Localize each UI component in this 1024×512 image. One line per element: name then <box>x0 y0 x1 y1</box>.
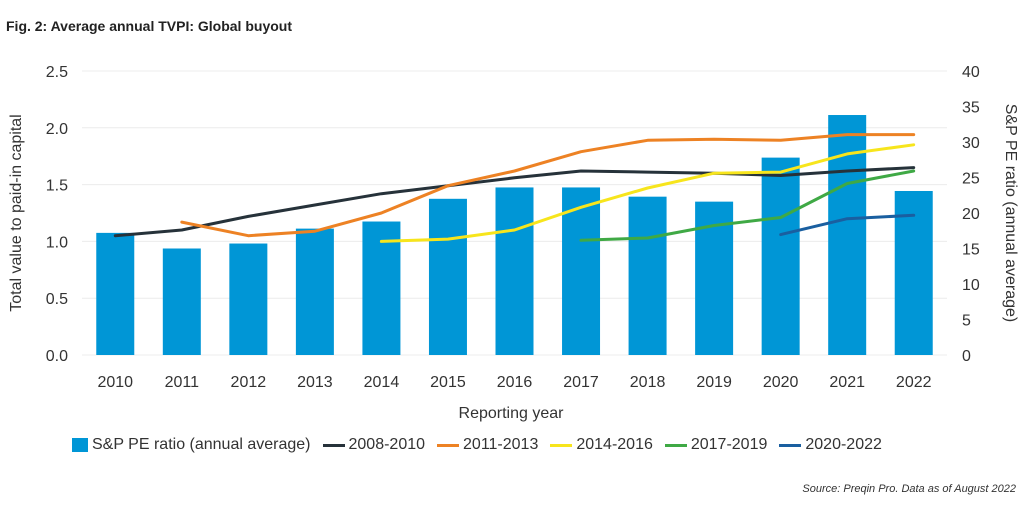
y-tick-label: 1.5 <box>46 178 68 195</box>
y2-tick-label: 35 <box>962 100 980 117</box>
legend-label: 2011-2013 <box>463 436 539 453</box>
legend-bar-swatch <box>72 438 88 452</box>
y2-tick-label: 15 <box>962 242 980 259</box>
legend-item: 2014-2016 <box>550 436 653 454</box>
legend-line-swatch <box>322 443 345 447</box>
bar <box>162 248 201 355</box>
bar <box>428 198 467 355</box>
legend-line-swatch <box>437 443 460 447</box>
bar-series <box>96 115 933 356</box>
figure-title: Fig. 2: Average annual TVPI: Global buyo… <box>6 18 292 34</box>
x-tick-label: 2013 <box>297 374 333 391</box>
y-tick-label: 0.5 <box>46 291 68 308</box>
y-tick-label: 2.0 <box>46 121 68 138</box>
series-line-2014-2016 <box>379 143 916 243</box>
legend: S&P PE ratio (annual average) 2008-2010 20… <box>72 436 894 454</box>
y2-tick-label: 30 <box>962 135 980 152</box>
legend-item: 2011-2013 <box>437 436 538 454</box>
legend-label: 2014-2016 <box>576 436 653 453</box>
y-tick-label: 2.5 <box>46 64 68 81</box>
legend-item: 2008-2010 <box>322 436 426 454</box>
bar <box>96 232 135 355</box>
x-tick-label: 2014 <box>364 374 400 391</box>
series-line-2008-2010 <box>113 166 916 238</box>
legend-label: S&P PE ratio (annual average) <box>92 436 311 453</box>
x-tick-label: 2015 <box>430 374 466 391</box>
y2-tick-label: 40 <box>962 64 980 81</box>
legend-line-swatch <box>550 443 573 447</box>
legend-item: 2017-2019 <box>664 436 768 454</box>
x-tick-label: 2020 <box>763 374 799 391</box>
legend-item: 2020-2022 <box>779 436 882 454</box>
x-tick-label: 2010 <box>97 374 133 391</box>
y-tick-label: 0.0 <box>46 348 68 365</box>
x-tick-label: 2019 <box>696 374 732 391</box>
legend-item: S&P PE ratio (annual average) <box>72 436 311 454</box>
y2-tick-label: 0 <box>962 348 971 365</box>
x-tick-label: 2022 <box>896 374 932 391</box>
legend-line-swatch <box>779 443 802 447</box>
x-tick-label: 2012 <box>231 374 267 391</box>
y2-axis-label: S&P PE ratio (annual average) <box>1002 104 1019 323</box>
bar <box>362 221 401 355</box>
legend-line-swatch <box>664 443 687 447</box>
series-line-2011-2013 <box>180 133 916 238</box>
y-tick-label: 1.0 <box>46 234 68 251</box>
bar <box>295 228 334 355</box>
legend-label: 2008-2010 <box>348 436 426 453</box>
bar <box>495 187 534 355</box>
x-tick-label: 2018 <box>630 374 666 391</box>
y2-tick-label: 5 <box>962 313 971 330</box>
bar <box>761 157 800 355</box>
x-tick-label: 2016 <box>497 374 533 391</box>
series-line-2017-2019 <box>579 169 916 242</box>
y-axis-label: Total value to paid-in capital <box>8 114 25 311</box>
bar <box>894 190 933 355</box>
x-tick-label: 2011 <box>165 374 200 391</box>
legend-label: 2020-2022 <box>805 436 882 453</box>
bar <box>229 243 268 355</box>
y2-tick-label: 25 <box>962 171 980 188</box>
axes: 0.0 0.5 1.0 1.5 2.0 2.5 0 5 10 15 20 25 30 35 40 2010 20… <box>46 64 980 391</box>
y2-tick-label: 10 <box>962 277 980 294</box>
x-tick-label: 2021 <box>829 374 865 391</box>
legend-label: 2017-2019 <box>690 436 768 453</box>
bar <box>628 196 667 355</box>
line-series <box>113 133 916 243</box>
x-tick-label: 2017 <box>563 374 599 391</box>
series-line-2020-2022 <box>779 213 916 237</box>
x-axis-label: Reporting year <box>459 405 565 422</box>
source-note: Source: Preqin Pro. Data as of August 20… <box>802 483 1016 495</box>
y2-tick-label: 20 <box>962 206 980 223</box>
bar <box>562 187 601 355</box>
